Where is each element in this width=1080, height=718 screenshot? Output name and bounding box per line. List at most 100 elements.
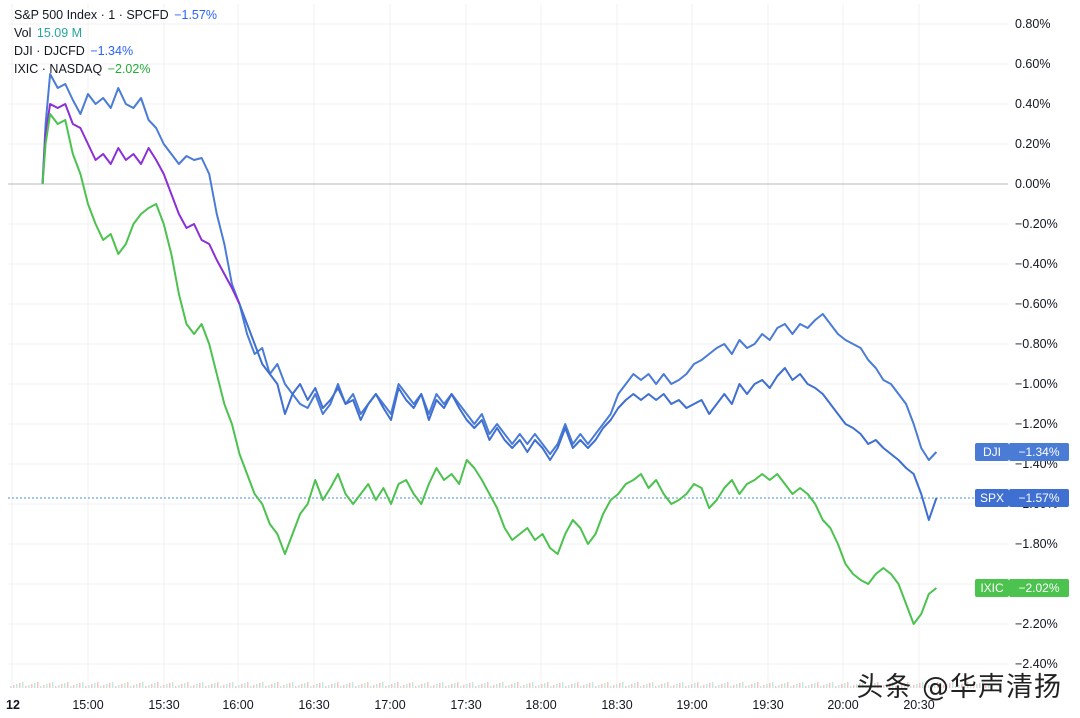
legend-row-ixic[interactable]: IXIC · NASDAQ −2.02%	[14, 60, 219, 78]
volume-bar	[463, 685, 465, 688]
volume-bar	[280, 686, 282, 688]
volume-bar	[436, 684, 438, 688]
volume-bar	[217, 682, 219, 688]
legend-row-vol[interactable]: Vol 15.09 M	[14, 24, 219, 42]
volume-bar	[637, 682, 639, 688]
x-tick-label: 19:30	[752, 698, 783, 712]
volume-bar	[802, 682, 804, 688]
volume-bar	[67, 682, 69, 688]
volume-bar	[55, 686, 57, 688]
volume-bar	[946, 684, 948, 688]
volume-bar	[211, 684, 213, 688]
volume-bar	[550, 686, 552, 688]
volume-bar	[199, 683, 201, 688]
volume-bar	[772, 682, 774, 688]
volume-bar	[394, 683, 396, 688]
volume-bar	[547, 682, 549, 688]
volume-bar	[730, 686, 732, 688]
volume-bar	[616, 684, 618, 688]
volume-bar	[385, 686, 387, 688]
volume-bar	[916, 684, 918, 688]
volume-bar	[940, 686, 942, 688]
volume-bar	[700, 686, 702, 688]
volume-bar	[37, 682, 39, 688]
volume-bar	[784, 683, 786, 688]
volume-bar	[355, 686, 357, 688]
x-tick-label: 15:00	[72, 698, 103, 712]
price-badge-dji: DJI −1.34%	[975, 443, 1069, 461]
volume-bar	[736, 684, 738, 688]
volume-bar	[931, 684, 933, 688]
badge-name-bg	[975, 579, 1009, 597]
volume-bar	[184, 683, 186, 688]
volume-bar	[595, 686, 597, 688]
volume-bar	[727, 682, 729, 688]
volume-bar	[643, 685, 645, 688]
volume-bar	[928, 685, 930, 688]
volume-bar	[307, 682, 309, 688]
volume-bar	[97, 682, 99, 688]
badge-value: −1.34%	[1018, 445, 1059, 459]
volume-bar	[793, 685, 795, 688]
volume-bar	[883, 685, 885, 688]
volume-bar	[64, 683, 66, 688]
volume-bar	[565, 686, 567, 688]
volume-bar	[673, 685, 675, 688]
volume-bar	[214, 683, 216, 688]
badge-value: −1.57%	[1018, 491, 1059, 505]
volume-bar	[703, 685, 705, 688]
volume-bar	[781, 684, 783, 688]
series-line-spx-early	[41, 103, 241, 305]
volume-bar	[403, 685, 405, 688]
volume-bar	[172, 682, 174, 688]
volume-bar	[601, 684, 603, 688]
volume-bar	[457, 682, 459, 688]
volume-bar	[841, 684, 843, 688]
volume-bar	[190, 686, 192, 688]
volume-bar	[973, 685, 975, 688]
volume-bar	[274, 683, 276, 688]
legend-spx-value: −1.57%	[174, 8, 217, 22]
volume-bar	[250, 686, 252, 688]
volume-bar	[127, 682, 129, 688]
volume-bar	[253, 685, 255, 688]
volume-bar	[682, 682, 684, 688]
volume-bar	[301, 684, 303, 688]
volume-bar	[712, 682, 714, 688]
volume-bar	[277, 682, 279, 688]
volume-bar	[559, 683, 561, 688]
legend-row-spx[interactable]: S&P 500 Index · 1 · SPCFD −1.57%	[14, 6, 219, 24]
volume-bar	[73, 685, 75, 688]
volume-bar	[646, 684, 648, 688]
volume-bar	[319, 683, 321, 688]
volume-bar	[412, 682, 414, 688]
legend-row-dji[interactable]: DJI · DJCFD −1.34%	[14, 42, 219, 60]
volume-bar	[13, 685, 15, 688]
volume-bar	[853, 685, 855, 688]
volume-bar	[166, 684, 168, 688]
badge-name: DJI	[983, 445, 1001, 459]
volume-bar	[847, 682, 849, 688]
x-tick-label: 12	[6, 698, 20, 712]
volume-bar	[592, 682, 594, 688]
volume-bar	[769, 683, 771, 688]
x-tick-label: 17:30	[450, 698, 481, 712]
x-tick-label: 18:30	[601, 698, 632, 712]
volume-bar	[424, 683, 426, 688]
volume-bar	[46, 684, 48, 688]
volume-bar	[304, 683, 306, 688]
volume-bar	[322, 682, 324, 688]
volume-bar	[670, 686, 672, 688]
volume-bar	[88, 685, 90, 688]
volume-bar	[664, 683, 666, 688]
volume-bar	[382, 682, 384, 688]
volume-bar	[139, 683, 141, 688]
volume-bar	[160, 686, 162, 688]
volume-bar	[43, 685, 45, 688]
volume-bar	[526, 684, 528, 688]
volume-bar	[820, 686, 822, 688]
volume-bar	[316, 684, 318, 688]
volume-bar	[460, 686, 462, 688]
volume-bar	[427, 682, 429, 688]
